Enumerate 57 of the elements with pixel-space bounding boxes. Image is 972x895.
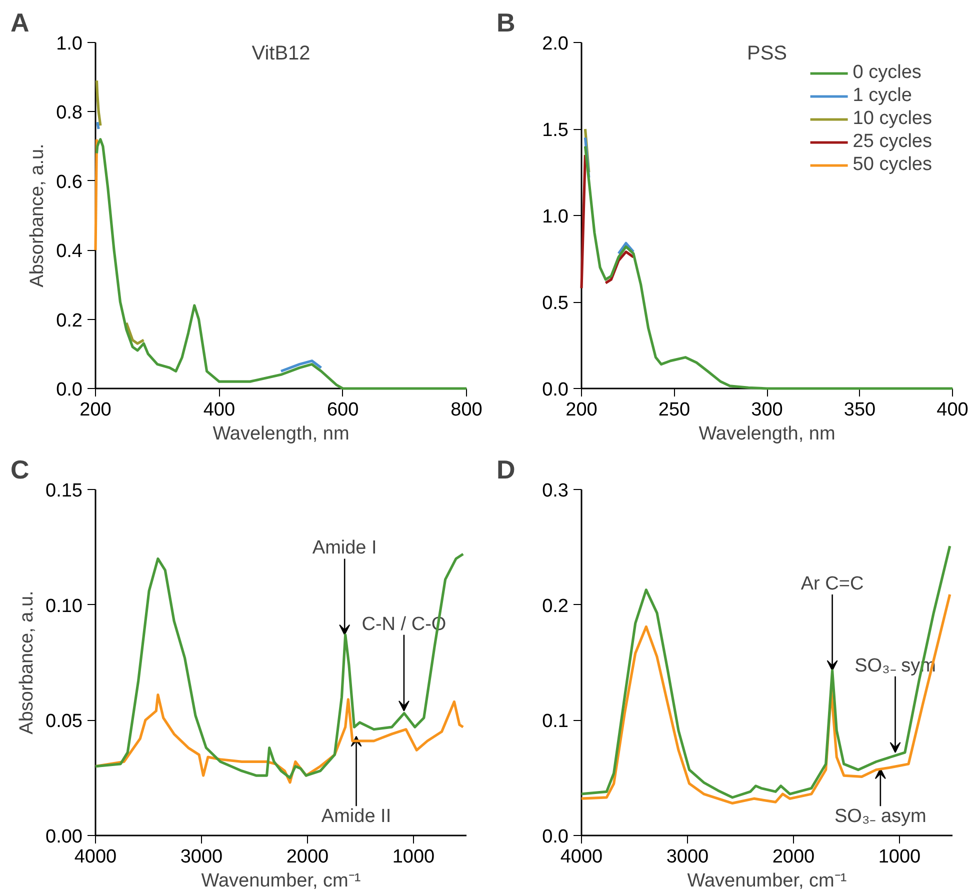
- x-tick-label: 600: [326, 400, 359, 420]
- legend-label: 0 cycles: [852, 62, 922, 84]
- text: B: [496, 8, 516, 38]
- x-tick-label: 4000: [560, 846, 603, 868]
- y-tick-label: 0.8: [56, 102, 83, 124]
- annotation: Ar C=C: [800, 573, 864, 594]
- x-tick-label: 200: [566, 400, 598, 420]
- y-tick-label: 0.6: [56, 172, 83, 193]
- x-tick-label: 1000: [878, 846, 921, 868]
- x-tick-label: 3000: [666, 846, 709, 868]
- legend-label: 10 cycles: [852, 108, 932, 130]
- y-tick-label: 0.4: [56, 241, 83, 262]
- x-axis-title: Wavelength, nm: [698, 424, 836, 444]
- text: A: [10, 8, 30, 38]
- y-tick-label: 0.2: [56, 310, 83, 332]
- y-axis-title: Absorbance, a.u.: [27, 144, 48, 288]
- y-tick-label: 0.15: [46, 480, 83, 502]
- legend-label: 25 cycles: [852, 131, 932, 153]
- x-tick-label: 250: [658, 400, 690, 420]
- y-tick-label: 0.3: [542, 480, 569, 502]
- y-tick-label: 0.0: [542, 826, 569, 848]
- x-axis-title: Wavelength, nm: [212, 424, 350, 444]
- annotation: SO₃₋ asym: [834, 806, 926, 828]
- y-tick-label: 2.0: [542, 34, 569, 54]
- x-tick-label: 200: [80, 400, 112, 420]
- x-axis-title: Wavenumber, cm⁻¹: [687, 870, 847, 892]
- legend-label: 50 cycles: [852, 154, 932, 176]
- y-tick-label: 0.0: [542, 380, 569, 400]
- chart-title: VitB12: [252, 42, 310, 64]
- y-tick-label: 0.10: [46, 596, 83, 617]
- y-tick-label: 0.1: [542, 711, 569, 732]
- y-axis-title: Absorbance, a.u.: [16, 590, 38, 734]
- y-tick-label: 0.5: [542, 293, 569, 314]
- x-tick-label: 2000: [286, 846, 329, 868]
- annotation: Amide II: [321, 806, 392, 828]
- x-tick-label: 350: [844, 400, 876, 420]
- y-tick-label: 0.2: [542, 596, 569, 617]
- x-tick-label: 300: [751, 400, 783, 420]
- legend-label: 1 cycle: [852, 85, 912, 107]
- x-tick-label: 4000: [74, 846, 117, 868]
- y-tick-label: 0.00: [46, 826, 83, 848]
- text: C: [10, 454, 30, 484]
- text: D: [496, 454, 516, 484]
- x-tick-label: 400: [936, 400, 968, 420]
- x-tick-label: 2000: [772, 846, 815, 868]
- y-tick-label: 1.0: [542, 206, 569, 228]
- y-tick-label: 0.0: [56, 380, 83, 400]
- x-tick-label: 400: [203, 400, 236, 420]
- y-tick-label: 1.5: [542, 120, 569, 141]
- x-tick-label: 1000: [392, 846, 435, 868]
- x-axis-title: Wavenumber, cm⁻¹: [201, 870, 361, 892]
- annotation: Amide I: [312, 538, 377, 559]
- y-tick-label: 1.0: [56, 34, 83, 54]
- x-tick-label: 3000: [180, 846, 223, 868]
- chart-title: PSS: [746, 42, 788, 64]
- x-tick-label: 800: [450, 400, 482, 420]
- y-tick-label: 0.05: [46, 711, 83, 732]
